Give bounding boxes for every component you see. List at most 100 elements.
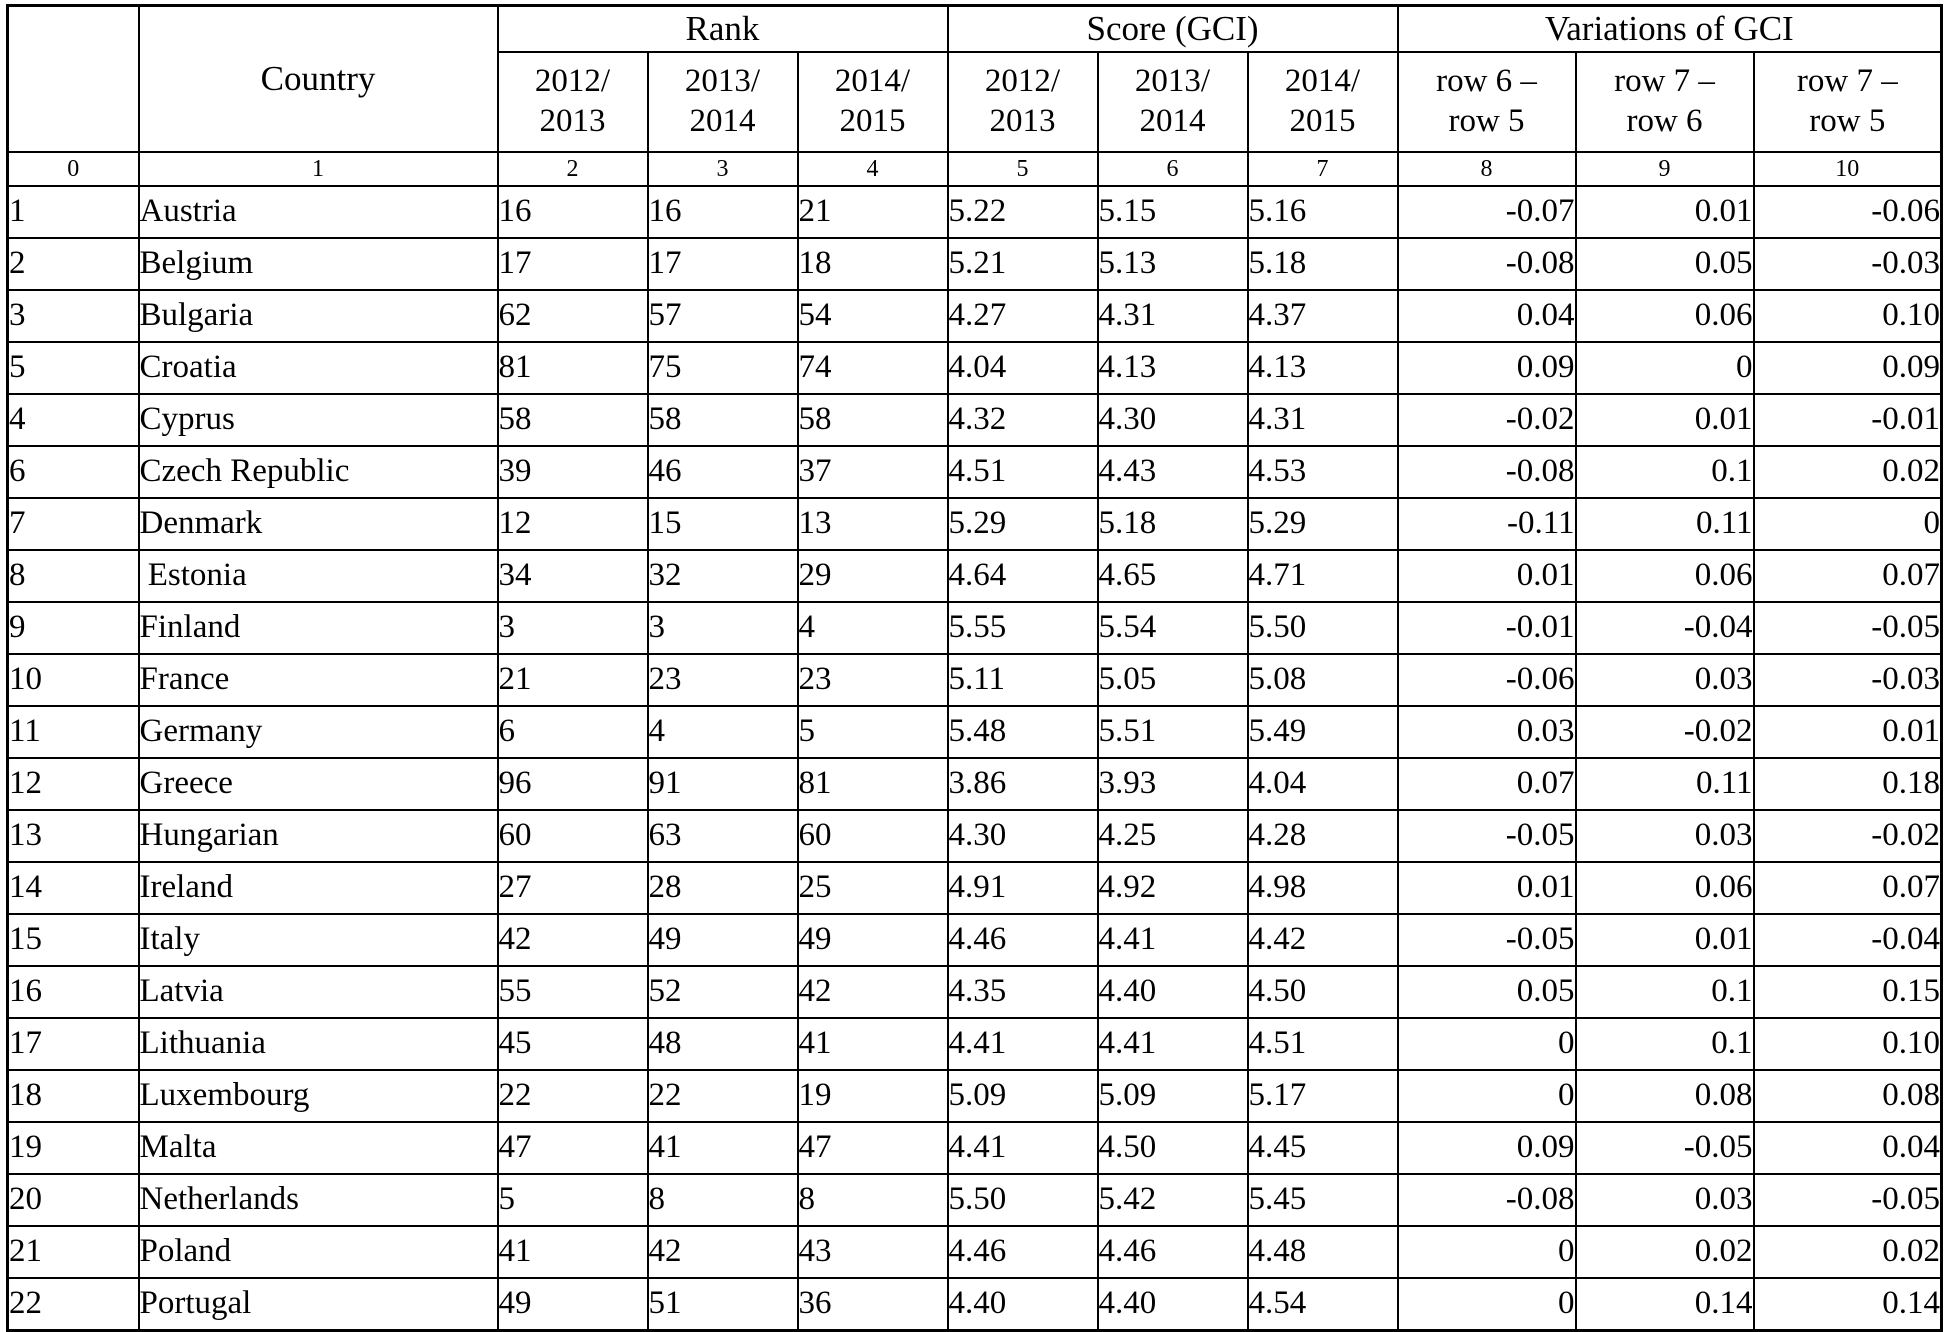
country-cell: Czech Republic <box>137 445 499 499</box>
row-number-cell: 5 <box>6 341 140 395</box>
score-cell: 5.50 <box>1246 601 1399 655</box>
variation-cell: 0.1 <box>1574 1017 1755 1071</box>
row-number-cell: 17 <box>6 1017 140 1071</box>
variation-cell: 0.07 <box>1752 549 1943 603</box>
table-row: 14 Ireland 27 28 25 4.91 4.92 4.98 0.01 0.06 0.07 <box>6 861 1943 915</box>
column-index: 3 <box>646 151 799 187</box>
row-number-cell: 20 <box>6 1173 140 1227</box>
rank-cell: 52 <box>646 965 799 1019</box>
score-cell: 4.53 <box>1246 445 1399 499</box>
table-row: 21 Poland 41 42 43 4.46 4.46 4.48 0 0.02 0.02 <box>6 1225 1943 1279</box>
rank-cell: 23 <box>646 653 799 707</box>
score-year-header: 2012/ 2013 <box>946 51 1099 153</box>
table-row: 7 Denmark 12 15 13 5.29 5.18 5.29 -0.11 0.11 0 <box>6 497 1943 551</box>
gci-ranking-table: Country Rank Score (GCI) Variations of G… <box>6 4 1944 1332</box>
variation-cell: 0.09 <box>1396 1121 1577 1175</box>
variation-cell: 0.03 <box>1574 1173 1755 1227</box>
variation-cell: 0.01 <box>1752 705 1943 759</box>
score-cell: 4.50 <box>1096 1121 1249 1175</box>
score-cell: 5.51 <box>1096 705 1249 759</box>
table-row: 13 Hungarian 60 63 60 4.30 4.25 4.28 -0.05 0.03 -0… <box>6 809 1943 863</box>
variation-cell: 0 <box>1396 1017 1577 1071</box>
rank-cell: 49 <box>646 913 799 967</box>
row-number-cell: 2 <box>6 237 140 291</box>
rank-cell: 29 <box>796 549 949 603</box>
table-row: 18 Luxembourg 22 22 19 5.09 5.09 5.17 0 0.08 0.08 <box>6 1069 1943 1123</box>
rank-cell: 27 <box>496 861 649 915</box>
table-row: 1 Austria 16 16 21 5.22 5.15 5.16 -0.07 0.01 -0.06 <box>6 185 1943 239</box>
score-cell: 5.09 <box>946 1069 1099 1123</box>
country-cell: Croatia <box>137 341 499 395</box>
rank-cell: 16 <box>646 185 799 239</box>
rank-year-header: 2012/ 2013 <box>496 51 649 153</box>
score-cell: 5.08 <box>1246 653 1399 707</box>
rank-year-header: 2013/ 2014 <box>646 51 799 153</box>
row-number-cell: 14 <box>6 861 140 915</box>
column-index: 8 <box>1396 151 1577 187</box>
rank-cell: 42 <box>646 1225 799 1279</box>
score-cell: 4.04 <box>1246 757 1399 811</box>
rank-cell: 15 <box>646 497 799 551</box>
rank-cell: 17 <box>496 237 649 291</box>
table-row: 19 Malta 47 41 47 4.41 4.50 4.45 0.09 -0.05 0.04 <box>6 1121 1943 1175</box>
variation-cell: 0.07 <box>1752 861 1943 915</box>
row-number-cell: 21 <box>6 1225 140 1279</box>
variation-cell: -0.04 <box>1752 913 1943 967</box>
row-number-cell: 10 <box>6 653 140 707</box>
country-cell: Estonia <box>137 549 499 603</box>
score-cell: 4.31 <box>1096 289 1249 343</box>
column-index: 1 <box>137 151 499 187</box>
rank-cell: 17 <box>646 237 799 291</box>
score-cell: 5.54 <box>1096 601 1249 655</box>
row-number-cell: 11 <box>6 705 140 759</box>
sub-header-row: 2012/ 2013 2013/ 2014 2014/ 2015 2012/ 2… <box>8 51 1943 153</box>
variation-cell: 0.15 <box>1752 965 1943 1019</box>
variation-cell: -0.06 <box>1752 185 1943 239</box>
score-cell: 4.37 <box>1246 289 1399 343</box>
column-index: 5 <box>946 151 1099 187</box>
score-cell: 5.50 <box>946 1173 1099 1227</box>
rank-cell: 8 <box>646 1173 799 1227</box>
rank-cell: 60 <box>796 809 949 863</box>
score-cell: 5.13 <box>1096 237 1249 291</box>
score-cell: 5.11 <box>946 653 1099 707</box>
variation-cell: 0.08 <box>1574 1069 1755 1123</box>
rank-cell: 74 <box>796 341 949 395</box>
score-cell: 4.32 <box>946 393 1099 447</box>
rank-cell: 58 <box>646 393 799 447</box>
rank-cell: 60 <box>496 809 649 863</box>
row-number-cell: 1 <box>6 185 140 239</box>
score-cell: 5.21 <box>946 237 1099 291</box>
variation-formula-header: row 7 – row 5 <box>1752 51 1943 153</box>
rank-cell: 58 <box>796 393 949 447</box>
rank-cell: 43 <box>796 1225 949 1279</box>
country-cell: Hungarian <box>137 809 499 863</box>
row-number-cell: 9 <box>6 601 140 655</box>
score-cell: 5.48 <box>946 705 1099 759</box>
rank-cell: 96 <box>496 757 649 811</box>
variation-cell: -0.07 <box>1396 185 1577 239</box>
rank-cell: 47 <box>496 1121 649 1175</box>
group-header-row: Country Rank Score (GCI) Variations of G… <box>6 4 1943 153</box>
variation-cell: 0.11 <box>1574 497 1755 551</box>
score-cell: 4.40 <box>1096 965 1249 1019</box>
variation-cell: -0.03 <box>1752 237 1943 291</box>
rank-cell: 45 <box>496 1017 649 1071</box>
rank-cell: 19 <box>796 1069 949 1123</box>
rank-group-header: Rank <box>496 4 949 53</box>
country-cell: Austria <box>137 185 499 239</box>
rank-cell: 34 <box>496 549 649 603</box>
score-cell: 4.30 <box>946 809 1099 863</box>
row-number-cell: 13 <box>6 809 140 863</box>
rank-cell: 5 <box>796 705 949 759</box>
variation-cell: 0.06 <box>1574 289 1755 343</box>
rank-cell: 32 <box>646 549 799 603</box>
variation-cell: 0.09 <box>1752 341 1943 395</box>
variation-cell: -0.02 <box>1752 809 1943 863</box>
variation-cell: 0 <box>1396 1069 1577 1123</box>
variation-cell: 0.10 <box>1752 1017 1943 1071</box>
table-row: 15 Italy 42 49 49 4.46 4.41 4.42 -0.05 0.01 -0.04 <box>6 913 1943 967</box>
score-cell: 4.13 <box>1096 341 1249 395</box>
variation-cell: -0.01 <box>1752 393 1943 447</box>
rank-cell: 22 <box>646 1069 799 1123</box>
